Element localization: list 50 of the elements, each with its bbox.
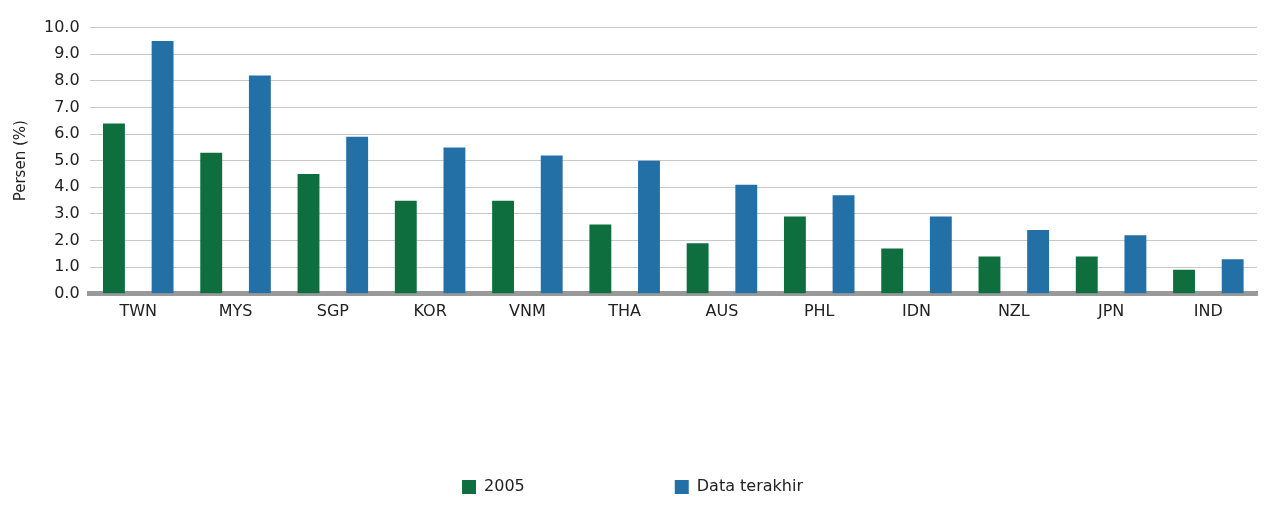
x-tick-label: THA [607,300,642,320]
bar [1075,256,1098,294]
y-axis-title: Persen (%) [10,120,29,202]
bar [1027,229,1050,294]
bar [783,216,806,294]
x-tick-label: TWN [118,300,158,320]
y-tick-label: 6.0 [54,123,80,143]
y-tick-label: 3.0 [54,203,80,223]
bar [638,160,660,294]
bar [248,75,271,294]
bar [394,200,417,294]
y-tick-label: 10.0 [44,16,80,36]
y-tick-label: 2.0 [54,229,80,249]
bar [297,174,320,294]
x-tick-label: IDN [902,300,932,320]
bar [492,200,515,294]
bar [200,152,223,294]
bar [881,248,904,294]
y-tick-label: 7.0 [54,96,80,116]
bar [443,147,466,294]
bar [1221,259,1244,294]
y-tick-label: 5.0 [54,149,80,169]
x-tick-label: AUS [705,300,739,320]
x-tick-label: JPN [1096,300,1125,320]
y-tick-label: 9.0 [54,43,80,63]
bar [346,136,369,294]
bar [832,195,855,294]
legend-label: Data terakhir [696,476,804,496]
y-tick-label: 1.0 [54,256,80,276]
bar [978,256,1001,294]
y-tick-label: 8.0 [54,70,80,89]
bar [103,123,125,294]
bar [589,224,612,294]
bar [151,40,174,294]
x-tick-label: PHL [803,300,835,320]
bar [1173,269,1195,294]
bar [929,216,952,294]
y-tick-label: 0.0 [54,282,80,302]
x-tick-label: VNM [509,300,546,320]
x-tick-label: KOR [413,300,447,320]
legend-label: 2005 [484,476,525,496]
bar [1124,235,1147,294]
x-tick-label: SGP [316,300,350,320]
x-tick-label: NZL [997,300,1030,320]
x-tick-label: IND [1193,300,1223,320]
bar [735,184,758,294]
bar [540,155,563,294]
bar [686,243,709,294]
y-tick-label: 4.0 [54,176,80,196]
x-tick-label: MYS [218,300,253,320]
